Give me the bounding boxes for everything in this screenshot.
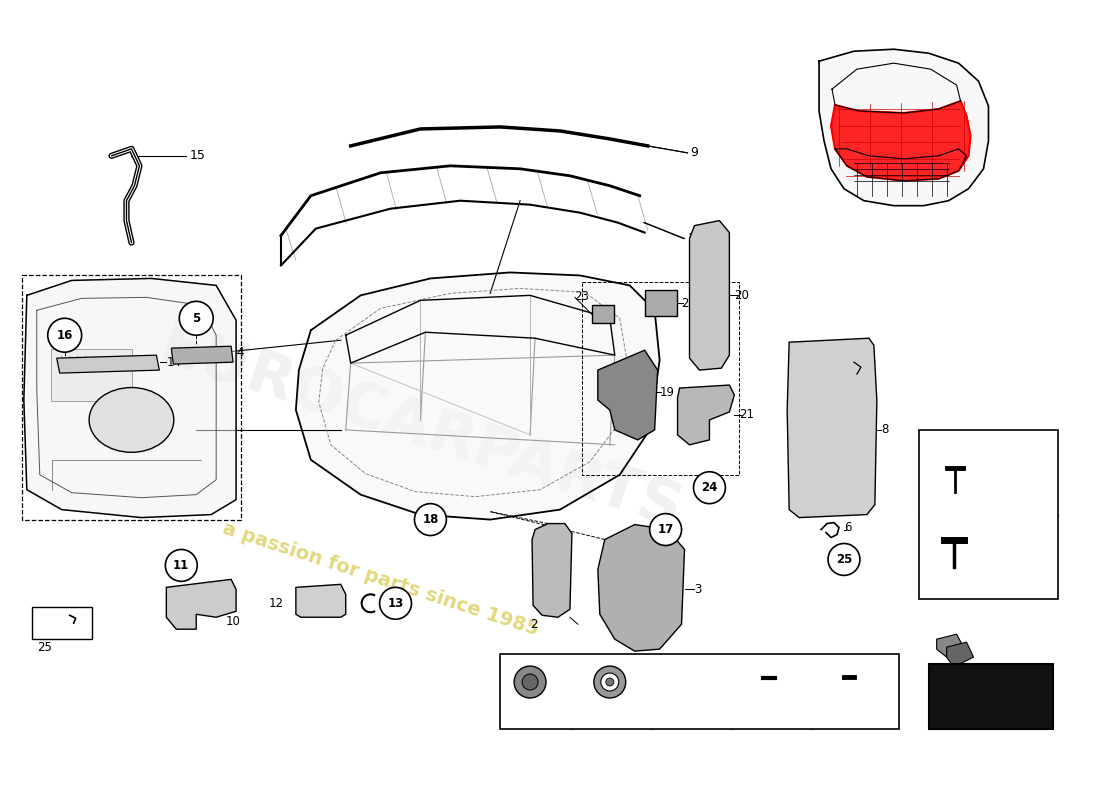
- Text: 1: 1: [688, 232, 695, 245]
- Text: 17: 17: [658, 523, 673, 536]
- Text: EUROCARPARTS: EUROCARPARTS: [152, 318, 690, 542]
- Text: 3: 3: [694, 583, 702, 596]
- Ellipse shape: [89, 387, 174, 452]
- Text: 804 01: 804 01: [962, 690, 1021, 705]
- Polygon shape: [597, 350, 658, 440]
- Circle shape: [594, 666, 626, 698]
- Text: 24: 24: [522, 710, 538, 723]
- Circle shape: [514, 666, 546, 698]
- Circle shape: [828, 543, 860, 575]
- Polygon shape: [788, 338, 877, 518]
- Circle shape: [650, 514, 682, 546]
- Text: 11: 11: [974, 463, 989, 476]
- Polygon shape: [830, 101, 970, 181]
- Text: 14: 14: [166, 356, 182, 369]
- Circle shape: [179, 302, 213, 335]
- Text: 16: 16: [761, 710, 777, 723]
- Circle shape: [522, 674, 538, 690]
- Text: 24: 24: [702, 481, 717, 494]
- Circle shape: [948, 567, 958, 578]
- Polygon shape: [24, 278, 236, 518]
- Text: 19: 19: [660, 386, 674, 398]
- Text: 15: 15: [189, 150, 205, 162]
- Circle shape: [415, 504, 447, 535]
- Polygon shape: [937, 634, 964, 657]
- Polygon shape: [57, 355, 160, 373]
- Bar: [32, 607, 91, 639]
- Polygon shape: [166, 579, 236, 630]
- Circle shape: [601, 673, 619, 691]
- Text: 6: 6: [844, 521, 851, 534]
- Polygon shape: [597, 525, 684, 651]
- Circle shape: [945, 563, 962, 582]
- Circle shape: [946, 490, 964, 509]
- Text: 8: 8: [881, 423, 888, 436]
- Text: 23: 23: [574, 290, 589, 303]
- Text: 13: 13: [842, 710, 857, 723]
- Polygon shape: [296, 584, 345, 618]
- Text: 21: 21: [739, 409, 755, 422]
- Text: 9: 9: [691, 146, 698, 159]
- Bar: [592, 306, 614, 323]
- Text: 11: 11: [173, 559, 189, 572]
- Text: 20: 20: [735, 289, 749, 302]
- Circle shape: [606, 678, 614, 686]
- Polygon shape: [532, 523, 572, 618]
- Text: 4: 4: [236, 346, 243, 358]
- Text: 17: 17: [682, 710, 697, 723]
- Polygon shape: [296, 273, 660, 519]
- Text: 10: 10: [227, 614, 241, 628]
- Polygon shape: [678, 385, 735, 445]
- Text: a passion for parts since 1985: a passion for parts since 1985: [220, 519, 541, 640]
- Text: 16: 16: [56, 329, 73, 342]
- Text: 2: 2: [530, 618, 538, 630]
- Polygon shape: [820, 50, 989, 206]
- Polygon shape: [947, 642, 974, 667]
- Circle shape: [47, 318, 81, 352]
- Text: 18: 18: [603, 710, 617, 723]
- Text: 22: 22: [682, 297, 696, 310]
- Polygon shape: [690, 221, 729, 370]
- Text: 5: 5: [192, 312, 200, 325]
- Text: 5: 5: [974, 535, 981, 548]
- Circle shape: [693, 472, 725, 504]
- Bar: [500, 654, 899, 729]
- Bar: [928, 664, 1053, 729]
- Polygon shape: [172, 346, 233, 364]
- Text: 12: 12: [270, 597, 284, 610]
- Text: 25: 25: [836, 553, 852, 566]
- Text: 7: 7: [864, 354, 871, 366]
- Bar: [918, 430, 1058, 599]
- Text: 13: 13: [387, 597, 404, 610]
- Circle shape: [165, 550, 197, 582]
- Circle shape: [379, 587, 411, 619]
- Bar: [645, 290, 676, 316]
- Circle shape: [301, 598, 311, 608]
- Text: 25: 25: [36, 641, 52, 654]
- FancyBboxPatch shape: [51, 349, 132, 401]
- Text: 18: 18: [422, 513, 439, 526]
